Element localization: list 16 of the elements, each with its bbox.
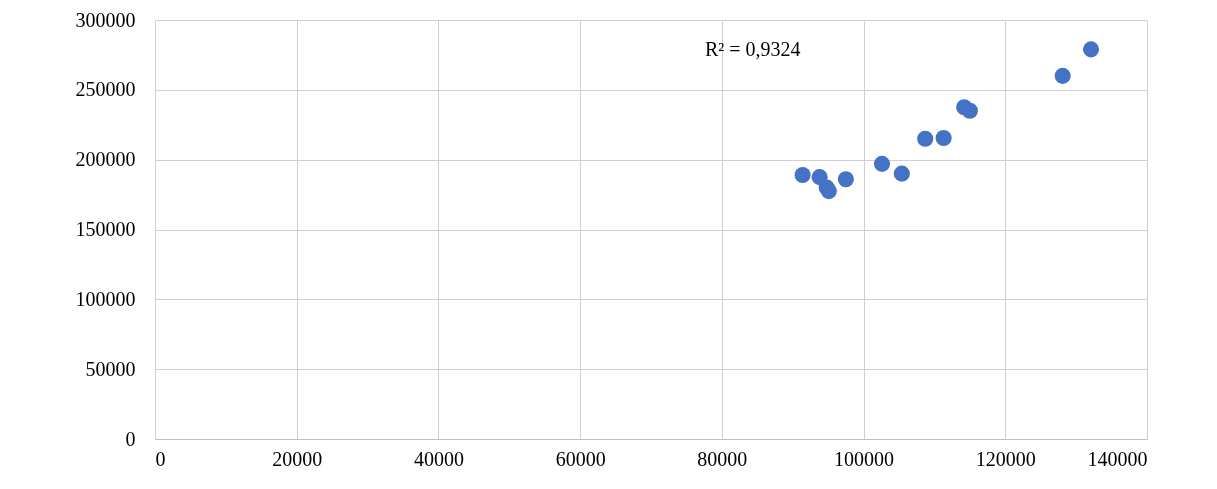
annotation: R² = 0,9324 xyxy=(705,38,801,60)
y-tick-label: 200000 xyxy=(75,148,136,171)
x-tick-label: 20000 xyxy=(272,447,323,470)
y-tick-label: 300000 xyxy=(75,8,136,31)
x-tick-label: 0 xyxy=(155,447,166,470)
y-tick-label: 250000 xyxy=(75,78,136,101)
y-tick-label: 50000 xyxy=(85,357,136,380)
x-tick-label: 40000 xyxy=(413,447,464,470)
y-tick-label: 150000 xyxy=(75,218,136,240)
y-tick-label: 0 xyxy=(125,427,136,450)
x-tick-label: 140000 xyxy=(1087,447,1148,470)
x-tick-label: 60000 xyxy=(555,447,606,470)
x-tick-label: 120000 xyxy=(975,447,1036,470)
x-tick-label: 100000 xyxy=(834,447,895,470)
y-tick-label: 100000 xyxy=(75,287,136,310)
x-tick-label: 80000 xyxy=(697,447,748,470)
